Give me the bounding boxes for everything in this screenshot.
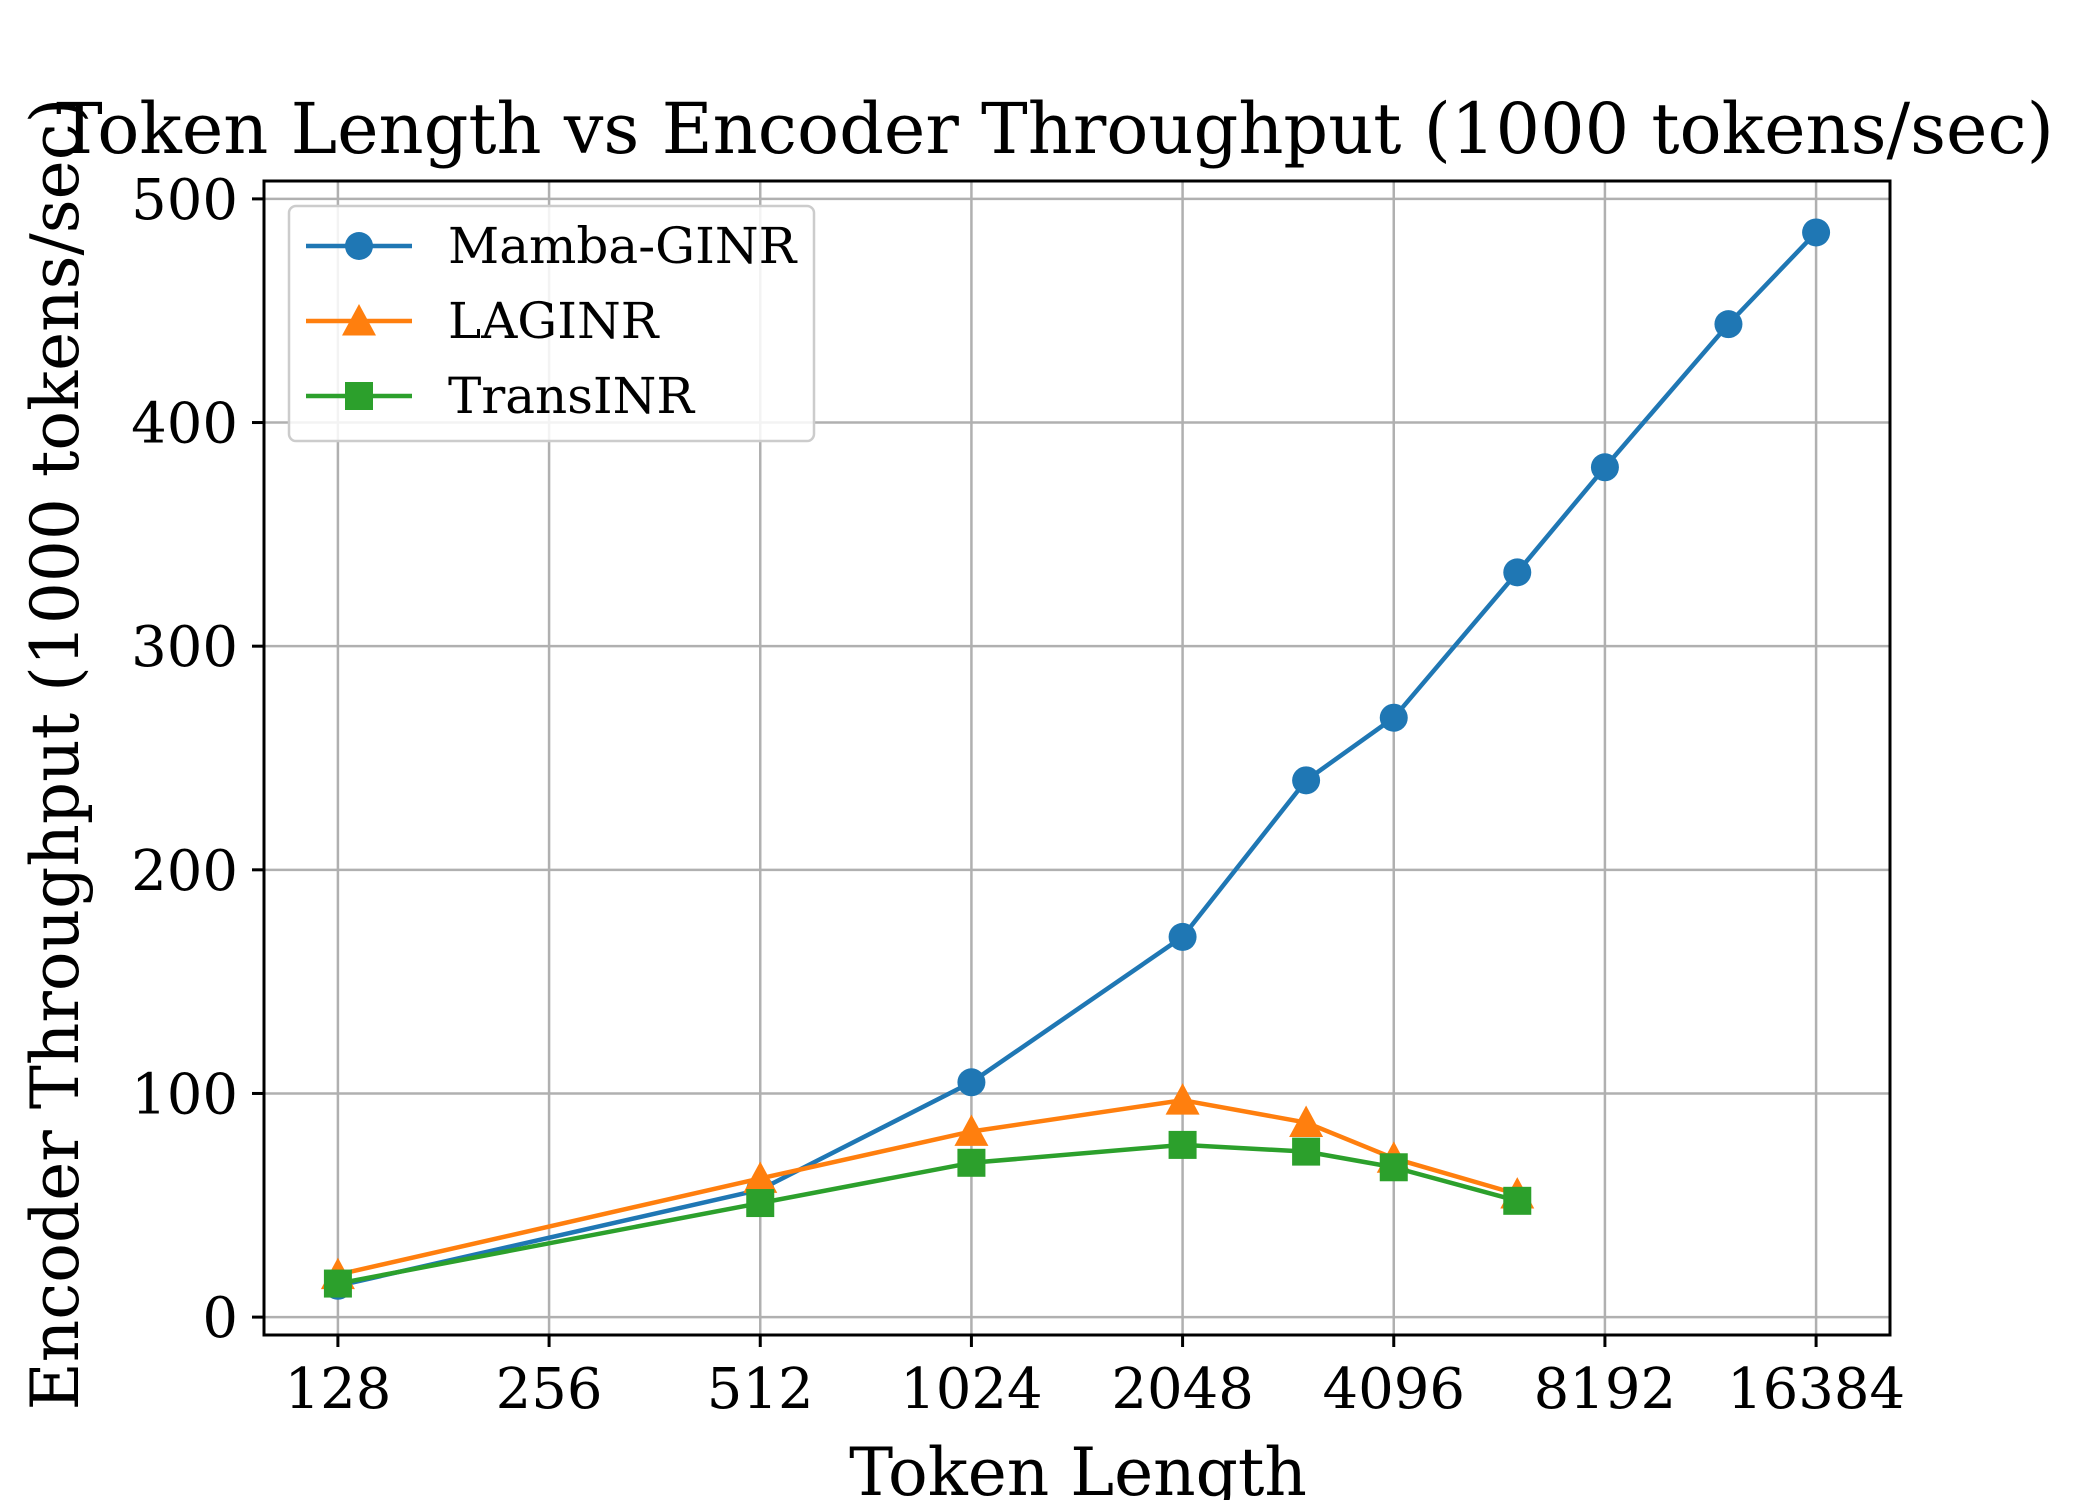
x-axis-label: Token Length: [849, 1434, 1307, 1500]
data-point-mamba-ginr: [1379, 703, 1408, 732]
axis-ticks: 128 256 512 1024 2048 4096 8192 16384 0 100 200 300…: [131, 168, 1905, 1422]
legend-marker-transinr: [345, 382, 373, 410]
plot-frame: [262, 179, 1892, 1337]
data-point-mamba-ginr: [1714, 310, 1743, 339]
legend-box: [287, 204, 816, 443]
data-point-laginr: [954, 1114, 989, 1146]
y-axis-label: Encoder Throughput (1000 tokens/sec): [17, 98, 94, 1411]
data-point-mamba-ginr: [1168, 922, 1197, 951]
legend-marker-mamba-ginr: [345, 232, 373, 260]
data-point-mamba-ginr: [1802, 218, 1831, 247]
legend-label-laginr: LAGINR: [448, 292, 660, 350]
y-tick-label: 200: [131, 839, 238, 904]
y-tick-label: 300: [131, 615, 238, 680]
x-tick-label: 512: [707, 1357, 814, 1422]
data-point-transinr: [957, 1148, 986, 1177]
data-point-transinr: [1168, 1130, 1197, 1159]
x-tick-label: 4096: [1322, 1357, 1465, 1422]
data-point-transinr: [1503, 1186, 1532, 1215]
series-line-mamba-ginr: [337, 230, 1818, 1288]
grid-lines: [264, 181, 1890, 1335]
series-laginr: [320, 1083, 1535, 1290]
x-tick-label: 2048: [1111, 1357, 1254, 1422]
series-layer: [320, 218, 1831, 1300]
x-tick-label: 128: [284, 1357, 391, 1422]
legend-label-mamba-ginr: Mamba-GINR: [448, 217, 798, 275]
series-line-transinr: [337, 1142, 1518, 1286]
data-point-mamba-ginr: [1292, 766, 1321, 795]
data-point-laginr: [743, 1161, 778, 1193]
legend-label-transinr: TransINR: [448, 367, 695, 425]
x-tick-label: 1024: [900, 1357, 1043, 1422]
data-point-transinr: [1379, 1153, 1408, 1182]
x-tick-label: 256: [496, 1357, 603, 1422]
data-point-laginr: [1165, 1083, 1200, 1115]
y-tick-label: 500: [131, 168, 238, 233]
x-tick-label: 8192: [1534, 1357, 1677, 1422]
data-point-transinr: [1292, 1137, 1321, 1166]
y-tick-label: 0: [202, 1286, 238, 1351]
chart-title: Token Length vs Encoder Throughput (1000…: [56, 88, 2054, 170]
data-point-laginr: [1289, 1105, 1324, 1137]
data-point-transinr: [323, 1269, 352, 1298]
legend-marker-laginr: [342, 304, 376, 336]
legend: Mamba-GINR LAGINR TransINR: [287, 204, 816, 443]
y-tick-label: 100: [131, 1062, 238, 1127]
data-point-mamba-ginr: [957, 1068, 986, 1097]
data-point-mamba-ginr: [1590, 453, 1619, 482]
x-tick-label: 16384: [1727, 1357, 1905, 1422]
data-point-mamba-ginr: [1503, 558, 1532, 587]
y-tick-label: 400: [131, 392, 238, 457]
series-transinr: [323, 1130, 1532, 1298]
data-point-transinr: [746, 1189, 775, 1218]
